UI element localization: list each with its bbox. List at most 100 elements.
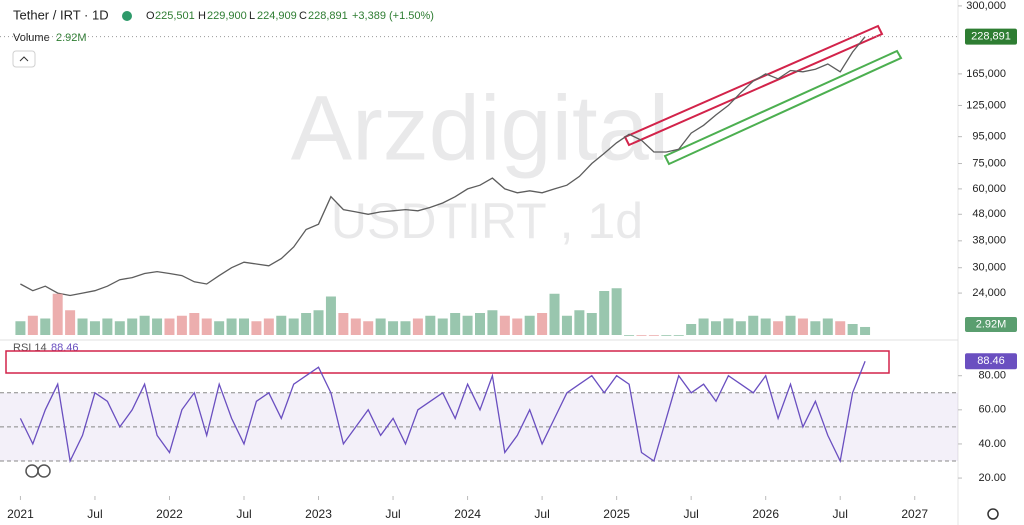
volume-bar	[114, 321, 125, 335]
volume-bar	[760, 318, 771, 335]
logo	[25, 464, 51, 478]
ohlc-value: 225,501	[155, 10, 195, 22]
ohlc-key: H	[198, 10, 206, 22]
volume-bar	[698, 318, 709, 335]
volume-bar	[176, 315, 187, 335]
volume-bar	[512, 318, 523, 335]
volume-bar	[847, 324, 858, 335]
volume-bar	[338, 313, 349, 335]
y-tick-label: 75,000	[972, 157, 1006, 169]
volume-bar	[201, 318, 212, 335]
rsi-box	[5, 350, 890, 374]
rsi-title: RSI 14	[13, 342, 47, 354]
volume-bar	[263, 318, 274, 335]
volume-bar	[773, 321, 784, 335]
volume-bar	[214, 321, 225, 335]
y-tick-label: 40.00	[978, 438, 1006, 450]
symbol[interactable]: Tether / IRT · 1D	[13, 7, 109, 22]
watermark-symbol: USDTIRT , 1d	[331, 193, 643, 249]
volume-bar	[375, 318, 386, 335]
upper-channel	[623, 24, 884, 147]
status-dot	[122, 11, 132, 21]
volume-last: 2.92M	[56, 32, 87, 44]
volume-bar	[860, 326, 871, 335]
rsi-label: 88.46	[977, 355, 1005, 367]
y-tick-label: 38,000	[972, 235, 1006, 247]
x-tick-label: 2023	[305, 507, 332, 521]
volume-bar	[102, 318, 113, 335]
volume-bar	[15, 321, 26, 335]
x-tick-label: Jul	[385, 507, 400, 521]
volume-bar	[288, 318, 299, 335]
volume-label: 2.92M	[976, 318, 1007, 330]
volume-bar	[524, 315, 535, 335]
volume-bar	[586, 313, 597, 335]
volume-bar	[400, 321, 411, 335]
volume-bar	[437, 318, 448, 335]
volume-bar	[611, 288, 622, 335]
volume-bar	[648, 335, 659, 336]
ohlc-key: O	[146, 10, 155, 22]
volume-bar	[785, 315, 796, 335]
volume-bar	[462, 315, 473, 335]
x-tick-label: Jul	[236, 507, 251, 521]
volume-bar	[251, 321, 262, 335]
volume-bar	[673, 335, 684, 336]
y-tick-label: 80.00	[978, 370, 1006, 382]
y-tick-label: 125,000	[966, 99, 1006, 111]
lower-channel	[663, 49, 903, 166]
rsi-box	[965, 353, 1017, 370]
volume-bar	[363, 321, 374, 335]
rsi-last: 88.46	[51, 342, 79, 354]
volume-bar	[810, 321, 821, 335]
collapse-button[interactable]	[12, 50, 36, 68]
volume-bar	[412, 318, 423, 335]
settings[interactable]	[987, 508, 999, 520]
volume-bar	[301, 313, 312, 335]
y-tick-label: 60,000	[972, 183, 1006, 195]
volume-bar	[735, 321, 746, 335]
y-tick-label: 165,000	[966, 68, 1006, 80]
volume-bar	[574, 310, 585, 335]
volume-bar	[52, 293, 63, 335]
price-line	[20, 36, 866, 297]
x-tick-label: 2027	[901, 507, 928, 521]
volume-bar	[325, 296, 336, 335]
y-tick-label: 60.00	[978, 404, 1006, 416]
volume-bar	[450, 313, 461, 335]
ohlc-value: 229,900	[207, 10, 247, 22]
volume-box	[965, 317, 1017, 332]
ohlc-key: C	[299, 10, 307, 22]
y-tick-label: 48,000	[972, 208, 1006, 220]
last-price-label: 228,891	[971, 31, 1011, 43]
volume-bar	[65, 310, 76, 335]
volume-bar	[835, 321, 846, 335]
collapse-icon	[19, 56, 29, 62]
volume-bar	[537, 313, 548, 335]
volume-bar	[561, 315, 572, 335]
x-tick-label: Jul	[833, 507, 848, 521]
y-tick-label: 30,000	[972, 262, 1006, 274]
volume-bar	[350, 318, 361, 335]
volume-bar	[822, 318, 833, 335]
change: +3,389 (+1.50%)	[352, 10, 434, 22]
ohlc-value: 224,909	[257, 10, 297, 22]
volume-bar	[276, 315, 287, 335]
volume-bar	[77, 318, 88, 335]
last-price-box	[965, 28, 1017, 45]
y-tick-label: 95,000	[972, 131, 1006, 143]
volume-bar	[313, 310, 324, 335]
volume-bar	[164, 318, 175, 335]
volume-bar	[499, 315, 510, 335]
x-tick-label: Jul	[683, 507, 698, 521]
volume-bar	[636, 335, 647, 336]
volume-bar	[89, 321, 100, 335]
y-tick-label: 300,000	[966, 0, 1006, 12]
volume-title: Volume	[13, 32, 50, 44]
y-tick-label: 24,000	[972, 287, 1006, 299]
x-tick-label: 2025	[603, 507, 630, 521]
watermark-brand: Arzdigital	[291, 77, 669, 179]
volume-bar	[189, 313, 200, 335]
